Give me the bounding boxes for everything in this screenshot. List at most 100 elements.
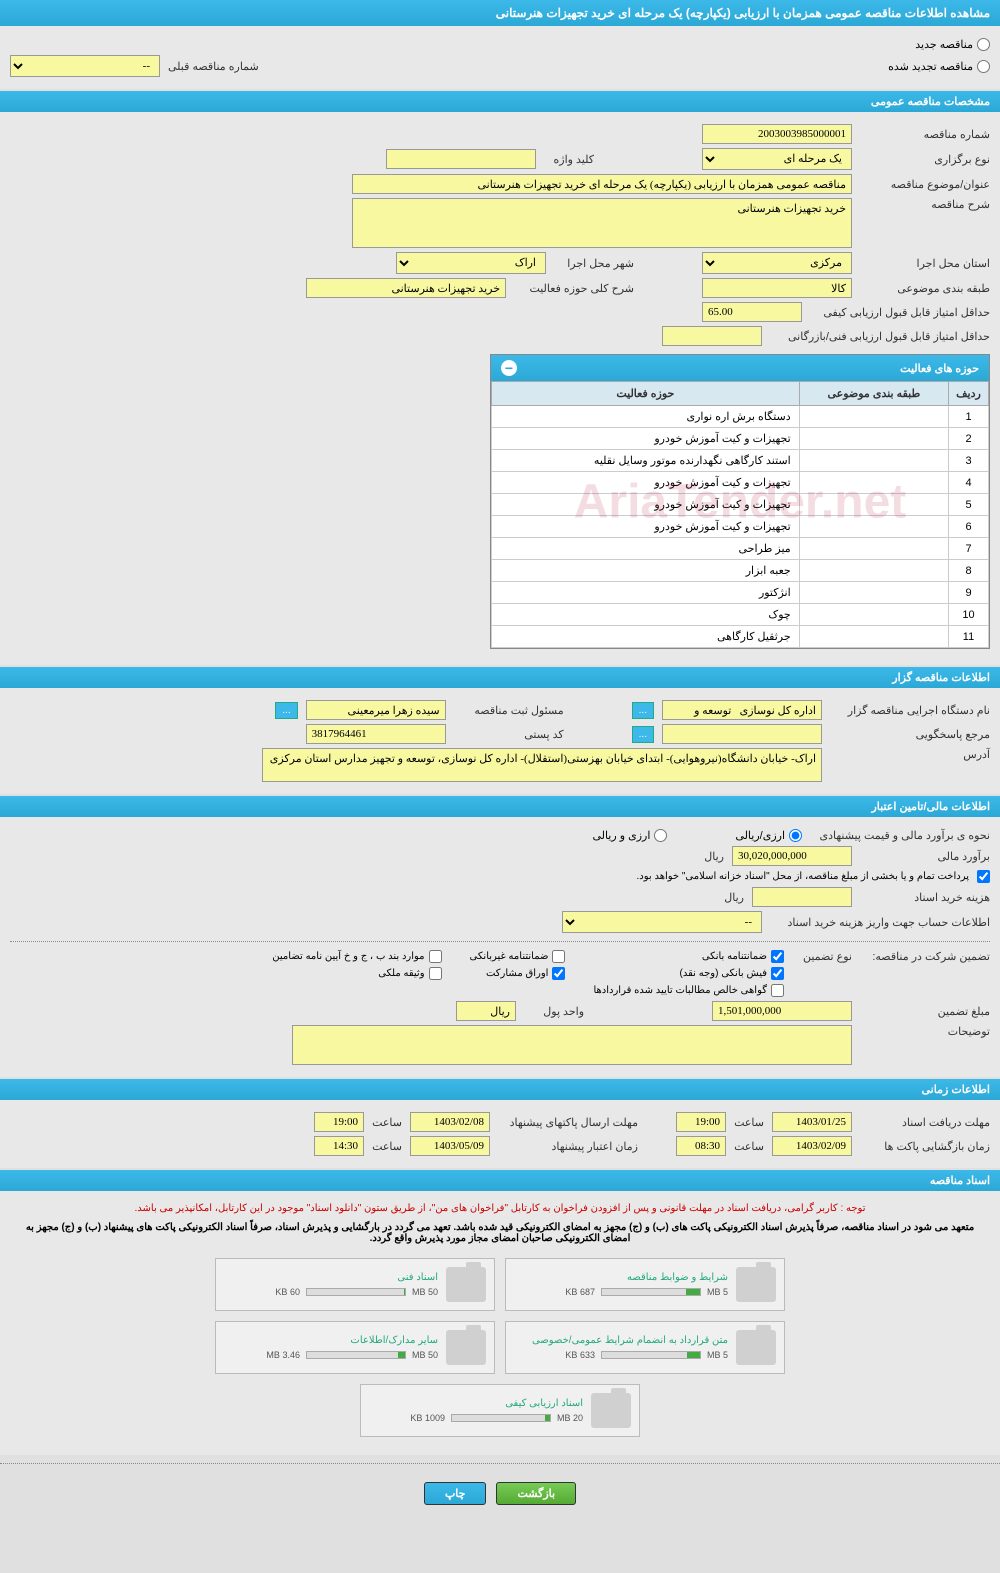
table-row: 7میز طراحی	[492, 538, 989, 560]
responder-label: مرجع پاسخگویی	[830, 728, 990, 741]
prev-number-select[interactable]: --	[10, 55, 160, 77]
min-quality-score-label: حداقل امتیاز قابل قبول ارزیابی کیفی	[810, 306, 990, 319]
table-row: 8جعبه ابزار	[492, 560, 989, 582]
organizer-content: نام دستگاه اجرایی مناقصه گزار ... مسئول …	[0, 688, 1000, 794]
validity-date[interactable]	[410, 1136, 490, 1156]
province-select[interactable]: مرکزی	[702, 252, 852, 274]
opening-date[interactable]	[772, 1136, 852, 1156]
back-button[interactable]: بازگشت	[496, 1482, 576, 1505]
radio-renewed-label: مناقصه تجدید شده	[888, 60, 973, 73]
description-textarea[interactable]	[352, 198, 852, 248]
print-button[interactable]: چاپ	[424, 1482, 487, 1505]
min-quality-score-input[interactable]	[702, 302, 802, 322]
currency-unit-label: واحد پول	[524, 1005, 584, 1018]
notes-textarea[interactable]	[292, 1025, 852, 1065]
col-scope: حوزه فعالیت	[492, 382, 800, 406]
tender-number-label: شماره مناقصه	[860, 128, 990, 141]
activity-scope-input[interactable]	[306, 278, 506, 298]
doc-item[interactable]: اسناد ارزیابی کیفی 20 MB 1009 KB	[360, 1384, 640, 1437]
folder-icon	[591, 1393, 631, 1428]
page-title: مشاهده اطلاعات مناقصه عمومی همزمان با ار…	[496, 6, 990, 20]
tender-number-input[interactable]	[702, 124, 852, 144]
radio-new-tender[interactable]: مناقصه جدید	[915, 38, 990, 51]
postal-code-label: کد پستی	[454, 728, 564, 741]
category-label: طبقه بندی موضوعی	[860, 282, 990, 295]
guarantee-amount-label: مبلغ تضمین	[860, 1005, 990, 1018]
tender-type-section: مناقصه جدید مناقصه تجدید شده شماره مناقص…	[0, 26, 1000, 89]
org-name-label: نام دستگاه اجرایی مناقصه گزار	[830, 704, 990, 717]
organizer-header: اطلاعات مناقصه گزار	[0, 667, 1000, 688]
validity-time[interactable]	[314, 1136, 364, 1156]
registrar-more-button[interactable]: ...	[275, 702, 297, 719]
keyword-input[interactable]	[386, 149, 536, 169]
doc-deadline-date[interactable]	[772, 1112, 852, 1132]
fx-rial-radio[interactable]: ارزی/ریالی	[735, 829, 802, 842]
subject-input[interactable]	[352, 174, 852, 194]
min-tech-score-label: حداقل امتیاز قابل قبول ارزیابی فنی/بازرگ…	[770, 330, 990, 343]
doc-item[interactable]: شرایط و ضوابط مناقصه 5 MB 687 KB	[505, 1258, 785, 1311]
doc-title: سایر مدارک/اطلاعات	[224, 1335, 438, 1346]
address-textarea[interactable]	[262, 748, 822, 782]
financial-content: نحوه ی برآورد مالی و قیمت پیشنهادی ارزی/…	[0, 817, 1000, 1077]
prev-number-label: شماره مناقصه قبلی	[168, 60, 259, 73]
postal-code-input[interactable]	[306, 724, 446, 744]
opening-time[interactable]	[676, 1136, 726, 1156]
min-tech-score-input[interactable]	[662, 326, 762, 346]
fx-and-rial-radio[interactable]: ارزی و ریالی	[592, 829, 667, 842]
documents-obligation: متعهد می شود در اسناد مناقصه، صرفاً پذیر…	[10, 1218, 990, 1248]
estimate-input[interactable]	[732, 846, 852, 866]
doc-deadline-time[interactable]	[676, 1112, 726, 1132]
collapse-icon[interactable]: −	[501, 360, 517, 376]
doc-item[interactable]: سایر مدارک/اطلاعات 50 MB 3.46 MB	[215, 1321, 495, 1374]
account-info-label: اطلاعات حساب جهت واریز هزینه خرید اسناد	[770, 916, 990, 929]
financial-header: اطلاعات مالی/تامین اعتبار	[0, 796, 1000, 817]
envelope-deadline-time[interactable]	[314, 1112, 364, 1132]
general-specs-header: مشخصات مناقصه عمومی	[0, 91, 1000, 112]
guarantee-amount-input[interactable]	[712, 1001, 852, 1021]
radio-new-input[interactable]	[977, 38, 990, 51]
doc-item[interactable]: اسناد فنی 50 MB 60 KB	[215, 1258, 495, 1311]
city-label: شهر محل اجرا	[554, 257, 634, 270]
table-row: 10چوک	[492, 604, 989, 626]
doc-title: اسناد فنی	[224, 1272, 438, 1283]
activity-scope-label: شرح کلی حوزه فعالیت	[514, 282, 634, 295]
holding-type-select[interactable]: یک مرحله ای	[702, 148, 852, 170]
folder-icon	[446, 1330, 486, 1365]
activities-table-wrap: حوزه های فعالیت − ردیف طبقه بندی موضوعی …	[490, 354, 990, 649]
opening-label: زمان بازگشایی پاکت ها	[860, 1140, 990, 1153]
envelope-deadline-date[interactable]	[410, 1112, 490, 1132]
estimate-label: برآورد مالی	[860, 850, 990, 863]
table-row: 9انژکتور	[492, 582, 989, 604]
currency-unit-input[interactable]	[456, 1001, 516, 1021]
table-row: 5تجهیزات و کیت آموزش خودرو	[492, 494, 989, 516]
progress-bar	[306, 1288, 406, 1296]
responder-input[interactable]	[662, 724, 822, 744]
radio-renewed-input[interactable]	[977, 60, 990, 73]
doc-title: شرایط و ضوابط مناقصه	[514, 1272, 728, 1283]
treasury-checkbox[interactable]	[977, 870, 990, 883]
doc-cost-input[interactable]	[752, 887, 852, 907]
subject-label: عنوان/موضوع مناقصه	[860, 178, 990, 191]
page-title-bar: مشاهده اطلاعات مناقصه عمومی همزمان با ار…	[0, 0, 1000, 26]
account-info-select[interactable]: --	[562, 911, 762, 933]
org-name-input[interactable]	[662, 700, 822, 720]
table-row: 2تجهیزات و کیت آموزش خودرو	[492, 428, 989, 450]
treasury-note: پرداخت تمام و یا بخشی از مبلغ مناقصه، از…	[637, 871, 970, 882]
progress-bar	[306, 1351, 406, 1359]
category-input[interactable]	[702, 278, 852, 298]
registrar-input[interactable]	[306, 700, 446, 720]
org-more-button[interactable]: ...	[632, 702, 654, 719]
doc-item[interactable]: متن قرارداد به انضمام شرایط عمومی/خصوصی …	[505, 1321, 785, 1374]
radio-renewed-tender[interactable]: مناقصه تجدید شده	[888, 60, 990, 73]
folder-icon	[446, 1267, 486, 1302]
activities-table: ردیف طبقه بندی موضوعی حوزه فعالیت 1دستگا…	[491, 381, 989, 648]
estimate-method-label: نحوه ی برآورد مالی و قیمت پیشنهادی	[810, 829, 990, 842]
notes-label: توضیحات	[860, 1025, 990, 1038]
responder-more-button[interactable]: ...	[632, 726, 654, 743]
doc-deadline-label: مهلت دریافت اسناد	[860, 1116, 990, 1129]
table-row: 11جرثقیل کارگاهی	[492, 626, 989, 648]
guarantee-label: تضمین شرکت در مناقصه:	[860, 950, 990, 963]
validity-label: زمان اعتبار پیشنهاد	[498, 1140, 638, 1153]
city-select[interactable]: اراک	[396, 252, 546, 274]
activities-table-title: حوزه های فعالیت	[900, 362, 979, 375]
